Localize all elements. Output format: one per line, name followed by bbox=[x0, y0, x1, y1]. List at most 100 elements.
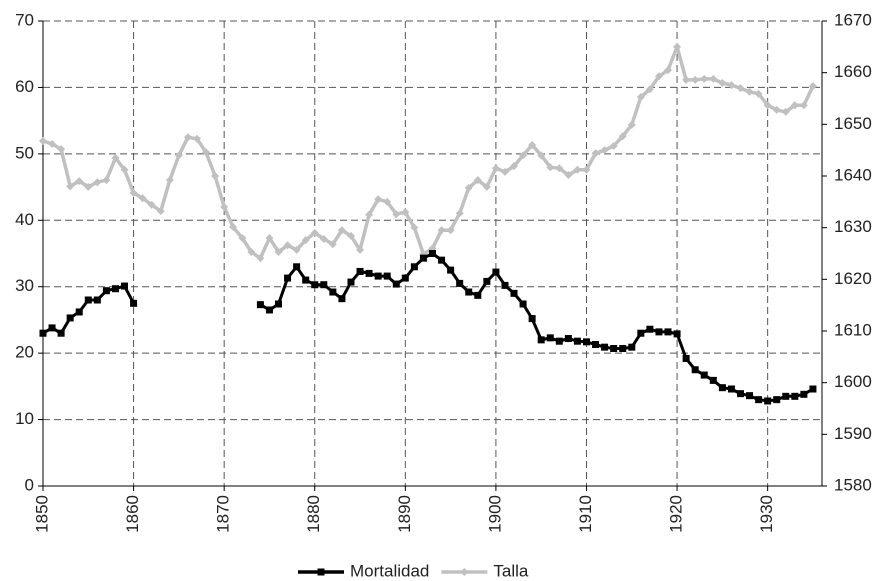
marker bbox=[365, 210, 374, 219]
y2-tick-label: 1620 bbox=[834, 269, 872, 288]
y-tick-label: 70 bbox=[15, 10, 34, 29]
legend-marker bbox=[460, 568, 469, 576]
marker bbox=[790, 101, 799, 110]
y2-tick-label: 1660 bbox=[834, 62, 872, 81]
marker bbox=[174, 151, 183, 160]
marker bbox=[592, 341, 600, 349]
marker bbox=[610, 344, 618, 352]
marker bbox=[473, 176, 482, 185]
marker bbox=[591, 149, 600, 158]
marker bbox=[628, 343, 636, 351]
y-tick-label: 30 bbox=[15, 276, 34, 295]
marker bbox=[482, 182, 491, 191]
marker bbox=[645, 85, 654, 94]
marker bbox=[374, 195, 383, 204]
marker bbox=[618, 132, 627, 141]
marker bbox=[102, 176, 111, 185]
marker bbox=[782, 392, 790, 400]
marker bbox=[809, 385, 817, 393]
marker bbox=[48, 324, 56, 332]
marker bbox=[808, 82, 817, 91]
marker bbox=[111, 153, 120, 162]
marker bbox=[84, 182, 93, 191]
marker bbox=[682, 75, 691, 84]
marker bbox=[727, 81, 736, 90]
marker bbox=[582, 165, 591, 174]
marker bbox=[800, 390, 808, 398]
marker bbox=[664, 66, 673, 75]
marker bbox=[772, 105, 781, 114]
marker bbox=[500, 167, 509, 176]
marker bbox=[347, 278, 355, 286]
marker bbox=[664, 328, 672, 336]
marker bbox=[75, 177, 84, 186]
marker bbox=[211, 172, 220, 180]
marker bbox=[57, 145, 66, 154]
marker bbox=[93, 178, 102, 187]
marker bbox=[763, 101, 772, 110]
marker bbox=[736, 390, 744, 398]
marker bbox=[546, 334, 554, 342]
marker bbox=[383, 272, 391, 280]
marker bbox=[265, 234, 274, 242]
marker bbox=[120, 165, 129, 174]
x-tick-label: 1870 bbox=[214, 495, 233, 533]
marker bbox=[48, 139, 57, 148]
marker bbox=[337, 226, 346, 235]
marker bbox=[492, 268, 500, 276]
marker bbox=[564, 170, 573, 179]
marker bbox=[265, 306, 273, 314]
y2-tick-label: 1640 bbox=[834, 165, 872, 184]
y-tick-label: 20 bbox=[15, 343, 34, 362]
marker bbox=[329, 288, 337, 296]
x-tick-label: 1910 bbox=[576, 495, 595, 533]
marker bbox=[238, 234, 247, 242]
marker bbox=[429, 250, 436, 257]
marker bbox=[727, 385, 735, 393]
marker bbox=[183, 133, 192, 142]
marker bbox=[156, 207, 165, 216]
marker bbox=[600, 146, 609, 155]
marker bbox=[75, 308, 83, 316]
marker bbox=[564, 335, 572, 343]
marker bbox=[646, 325, 654, 333]
marker bbox=[130, 299, 138, 307]
marker bbox=[410, 263, 418, 271]
marker bbox=[537, 151, 546, 160]
y-tick-label: 10 bbox=[15, 409, 34, 428]
marker bbox=[573, 337, 581, 345]
marker bbox=[446, 226, 455, 235]
marker bbox=[447, 266, 455, 274]
marker bbox=[528, 315, 536, 323]
y-tick-label: 60 bbox=[15, 77, 34, 96]
marker bbox=[718, 384, 726, 392]
marker bbox=[746, 392, 754, 400]
marker bbox=[39, 329, 47, 337]
marker bbox=[111, 285, 119, 293]
marker bbox=[791, 392, 799, 400]
marker bbox=[555, 164, 564, 173]
marker bbox=[609, 142, 618, 151]
marker bbox=[673, 42, 682, 51]
marker bbox=[437, 226, 446, 235]
marker bbox=[510, 289, 518, 297]
marker bbox=[799, 101, 808, 110]
legend-label: Talla bbox=[493, 561, 529, 580]
marker bbox=[627, 120, 636, 129]
legend-marker bbox=[317, 568, 325, 576]
marker bbox=[346, 231, 355, 240]
marker bbox=[284, 274, 292, 282]
y-tick-label: 0 bbox=[25, 475, 34, 494]
marker bbox=[700, 74, 709, 83]
marker bbox=[709, 74, 718, 83]
marker bbox=[93, 296, 101, 304]
marker bbox=[745, 87, 754, 96]
marker bbox=[419, 254, 427, 262]
marker bbox=[292, 245, 301, 254]
marker bbox=[283, 241, 292, 250]
legend: Mortalidad Talla bbox=[298, 561, 529, 580]
marker bbox=[302, 276, 310, 284]
marker bbox=[781, 107, 790, 116]
y2-tick-label: 1600 bbox=[834, 372, 872, 391]
marker bbox=[754, 89, 763, 98]
